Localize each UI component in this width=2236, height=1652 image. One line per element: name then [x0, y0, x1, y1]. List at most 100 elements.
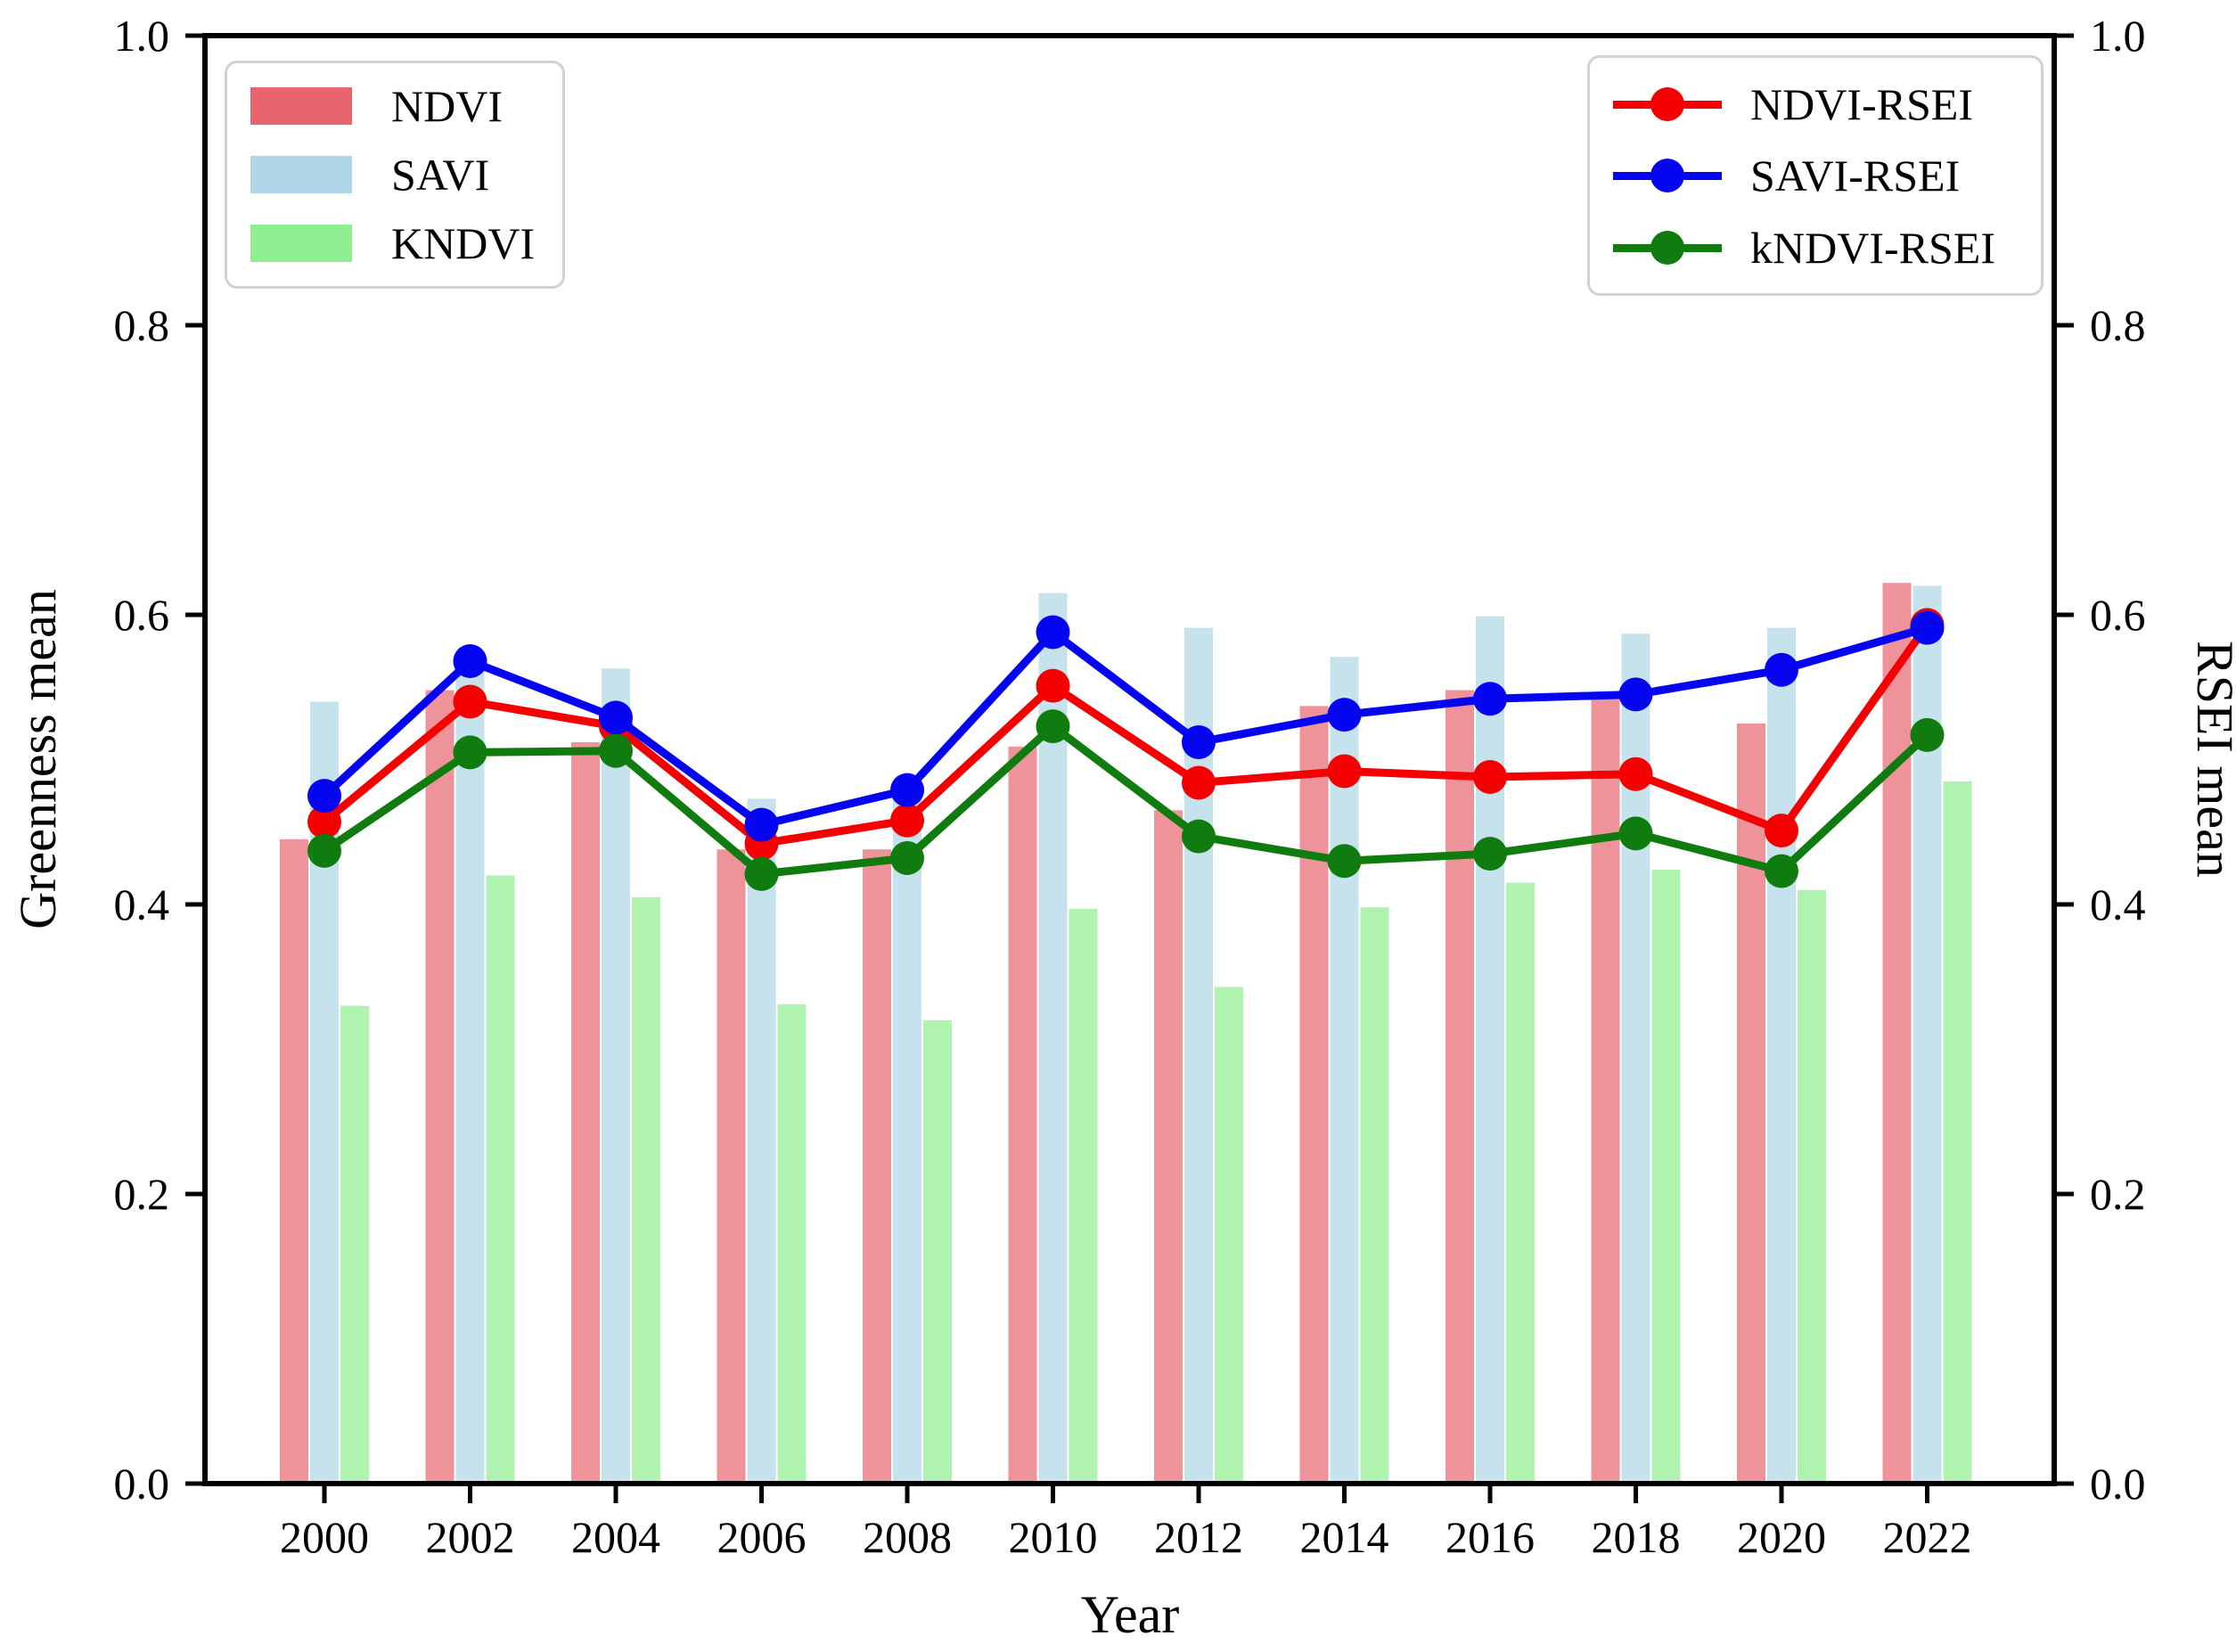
- y-tick-label-right: 0.0: [2090, 1459, 2146, 1509]
- y-tick-label-right: 1.0: [2090, 11, 2146, 61]
- legend-item-label: KNDVI: [391, 218, 536, 268]
- x-tick-label: 2022: [1883, 1512, 1972, 1562]
- bar-savi-2006: [747, 798, 776, 1484]
- bar-kndvi-2018: [1651, 870, 1681, 1484]
- marker-kndvi-rsei-2006: [744, 856, 779, 891]
- marker-savi-rsei-2008: [890, 773, 924, 807]
- bar-ndvi-2010: [1008, 746, 1037, 1484]
- bar-kndvi-2008: [923, 1020, 952, 1484]
- marker-savi-rsei-2018: [1618, 677, 1653, 712]
- marker-kndvi-rsei-2010: [1036, 709, 1070, 744]
- y-tick-label-left: 0.2: [114, 1169, 170, 1219]
- marker-ndvi-rsei-2008: [890, 803, 924, 838]
- marker-savi-rsei-2000: [307, 779, 341, 814]
- ndvi-swatch-icon: [250, 87, 352, 125]
- bar-savi-2016: [1476, 616, 1504, 1484]
- plot-border: [202, 33, 2057, 1486]
- x-axis-label: Year: [1081, 1585, 1180, 1644]
- bar-kndvi-2020: [1798, 889, 1826, 1484]
- marker-ndvi-rsei-2000: [307, 805, 341, 839]
- y-tick-label-left: 0.4: [114, 879, 170, 929]
- legend-item-kndvi: KNDVI: [250, 217, 539, 269]
- axes-layer: 0.0 0.0 0.2 0.2 0.4 0.4 0.6 0.6 0.8 0.8 1.0 1.0 2000…: [114, 11, 2146, 1562]
- bar-kndvi-2016: [1506, 882, 1535, 1484]
- bar-savi-2004: [602, 668, 630, 1484]
- bar-savi-2020: [1767, 627, 1796, 1484]
- legend-item-savi-rsei: SAVI-RSEI: [1613, 150, 2018, 201]
- marker-kndvi-rsei-2014: [1327, 844, 1362, 879]
- bars-layer: [280, 583, 1972, 1484]
- x-tick-label: 2020: [1737, 1512, 1826, 1562]
- legend-item-ndvi-rsei: NDVI-RSEI: [1613, 78, 2018, 130]
- x-tick-label: 2006: [717, 1512, 807, 1562]
- x-tick-label: 2002: [426, 1512, 515, 1562]
- lines-layer: [307, 608, 1945, 891]
- bar-ndvi-2000: [280, 838, 308, 1484]
- marker-ndvi-rsei-2018: [1618, 756, 1653, 791]
- line-ndvi-rsei: [322, 622, 1931, 848]
- bar-kndvi-2004: [632, 896, 660, 1484]
- bar-kndvi-2022: [1943, 781, 1972, 1484]
- x-tick-label: 2010: [1009, 1512, 1098, 1562]
- marker-savi-rsei-2016: [1473, 682, 1507, 716]
- bar-savi-2002: [455, 665, 485, 1484]
- marker-kndvi-rsei-2022: [1910, 717, 1945, 752]
- y-tick-label-right: 0.2: [2090, 1169, 2146, 1219]
- x-tick-label: 2000: [280, 1512, 369, 1562]
- marker-savi-rsei-2014: [1327, 698, 1362, 732]
- y-tick-label-left: 1.0: [114, 11, 170, 61]
- line-kndvi-rsei: [322, 721, 1930, 879]
- savi-rsei-line-marker-icon: [1613, 156, 1722, 195]
- marker-ndvi-rsei-2020: [1765, 814, 1798, 848]
- bar-ndvi-2004: [571, 742, 600, 1484]
- marker-ndvi-rsei-2016: [1473, 760, 1507, 794]
- bar-ndvi-2012: [1154, 810, 1183, 1484]
- y-tick-label-left: 0.8: [114, 300, 170, 350]
- marker-savi-rsei-2010: [1036, 615, 1070, 650]
- y-tick-label-right: 0.8: [2090, 300, 2146, 350]
- bar-kndvi-2014: [1360, 907, 1389, 1484]
- legend-item-ndvi: NDVI: [250, 80, 539, 132]
- x-tick-label: 2014: [1300, 1512, 1389, 1562]
- legend-item-label: SAVI: [391, 150, 490, 200]
- bar-savi-2014: [1330, 657, 1359, 1484]
- legend-greenness: NDVI SAVI KNDVI: [225, 61, 565, 289]
- marker-kndvi-rsei-2018: [1618, 816, 1653, 851]
- bar-ndvi-2008: [863, 849, 891, 1484]
- marker-kndvi-rsei-2016: [1473, 837, 1507, 871]
- marker-kndvi-rsei-2020: [1765, 854, 1798, 888]
- legend-rsei: NDVI-RSEI SAVI-RSEI kNDVI-RSEI: [1587, 55, 2044, 296]
- ndvi-rsei-line-marker-icon: [1613, 85, 1722, 124]
- y-tick-label-left: 0.6: [114, 590, 170, 640]
- marker-savi-rsei-2022: [1910, 610, 1945, 645]
- kndvi-swatch-icon: [250, 225, 352, 262]
- y-tick-label-right: 0.6: [2090, 590, 2146, 640]
- marker-kndvi-rsei-2012: [1182, 819, 1216, 854]
- y-axis-label-left: Greenness mean: [9, 589, 67, 929]
- savi-swatch-icon: [250, 156, 352, 193]
- kndvi-rsei-line-marker-icon: [1613, 228, 1722, 267]
- legend-item-kndvi-rsei: kNDVI-RSEI: [1613, 222, 2018, 274]
- legend-item-savi: SAVI: [250, 149, 539, 200]
- x-tick-label: 2008: [863, 1512, 952, 1562]
- bar-ndvi-2020: [1737, 723, 1765, 1484]
- bar-ndvi-2014: [1299, 706, 1329, 1484]
- marker-kndvi-rsei-2000: [307, 833, 341, 868]
- y-axis-label-right: RSEI mean: [2186, 641, 2236, 878]
- line-savi-rsei: [321, 624, 1929, 830]
- marker-savi-rsei-2002: [453, 644, 487, 678]
- legend-item-label: SAVI-RSEI: [1750, 151, 1961, 200]
- marker-kndvi-rsei-2008: [890, 841, 924, 875]
- bar-savi-2008: [893, 796, 921, 1484]
- y-tick-label-right: 0.4: [2090, 879, 2146, 929]
- x-tick-label: 2012: [1154, 1512, 1243, 1562]
- bar-ndvi-2018: [1591, 699, 1620, 1484]
- legend-item-label: NDVI: [391, 81, 503, 131]
- bar-ndvi-2002: [425, 690, 455, 1484]
- bar-kndvi-2000: [340, 1005, 369, 1484]
- marker-ndvi-rsei-2010: [1036, 668, 1070, 703]
- bar-kndvi-2012: [1215, 986, 1243, 1484]
- marker-ndvi-rsei-2012: [1182, 765, 1216, 800]
